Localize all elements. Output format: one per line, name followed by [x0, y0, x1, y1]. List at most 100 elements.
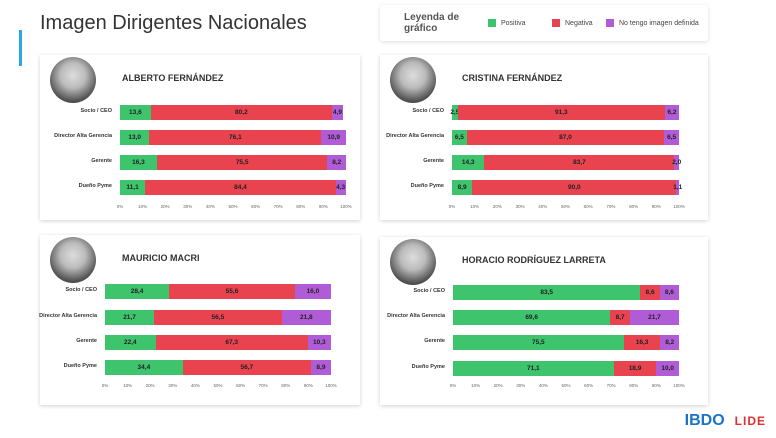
x-tick-label: 40%: [205, 204, 215, 209]
x-tick-label: 50%: [213, 383, 223, 388]
bdo-logo: IBDO: [684, 412, 725, 429]
x-tick-label: 80%: [296, 204, 306, 209]
x-tick-label: 80%: [629, 383, 639, 388]
category-label: Gerente: [76, 338, 97, 344]
bar-segment-positiva: 69,6: [453, 310, 611, 325]
stacked-bar: 21,7 56,5 21,8: [105, 310, 331, 325]
legend-title: Leyenda de gráfico: [404, 12, 460, 34]
x-tick-label: 40%: [538, 383, 548, 388]
x-tick-label: 40%: [538, 204, 548, 209]
bar-segment-no-definida: 6,5: [664, 130, 679, 145]
portrait-photo: [390, 239, 436, 285]
portrait-photo: [390, 57, 436, 103]
stacked-bar: 71,1 18,9 10,0: [453, 361, 679, 376]
bar-segment-positiva: 14,3: [452, 155, 485, 170]
chart-title: CRISTINA FERNÁNDEZ: [462, 73, 563, 83]
bar-segment-negativa: 56,5: [154, 310, 282, 325]
stacked-bar: 34,4 56,7 8,9: [105, 360, 331, 375]
stacked-bar: 75,5 16,3 8,2: [453, 335, 679, 350]
x-tick-label: 60%: [251, 204, 261, 209]
x-tick-label: 50%: [561, 383, 571, 388]
bar-segment-no-definida: 1,1: [673, 180, 682, 195]
bar-segment-no-definida: 8,6: [659, 285, 680, 300]
category-label: Dueño Pyme: [411, 364, 445, 370]
legend-item-negativa: Negativa: [552, 19, 593, 27]
stacked-bar: 8,9 90,0 1,1: [452, 180, 682, 195]
bar-segment-no-definida: 8,2: [327, 155, 346, 170]
category-label: Socio / CEO: [65, 287, 97, 293]
x-tick-label: 30%: [168, 383, 178, 388]
x-tick-label: 70%: [606, 383, 616, 388]
x-tick-label: 80%: [281, 383, 291, 388]
x-tick-label: 20%: [160, 204, 170, 209]
bar-segment-positiva: 13,0: [120, 130, 150, 145]
bar-segment-no-definida: 21,8: [281, 310, 331, 325]
bar-segment-no-definida: 10,0: [656, 361, 679, 376]
bar-segment-negativa: 55,6: [169, 284, 295, 299]
x-tick-label: 40%: [190, 383, 200, 388]
x-tick-label: 100%: [673, 204, 685, 209]
stacked-bar: 13,6 80,2 4,9: [120, 105, 346, 120]
accent-bar: [19, 30, 22, 66]
bar-segment-positiva: 11,1: [120, 180, 146, 195]
x-tick-label: 30%: [183, 204, 193, 209]
x-tick-label: 60%: [584, 383, 594, 388]
bar-segment-positiva: 16,3: [120, 155, 157, 170]
legend: Leyenda de gráfico Positiva Negativa No …: [380, 5, 708, 41]
bar-segment-negativa: 8,7: [610, 310, 630, 325]
bar-segment-negativa: 90,0: [472, 180, 677, 195]
x-tick-label: 50%: [228, 204, 238, 209]
bar-segment-negativa: 16,3: [623, 335, 661, 350]
stacked-bar: 2,5 91,3 6,2: [450, 105, 679, 120]
x-tick-label: 0%: [101, 383, 109, 388]
bar-segment-negativa: 67,3: [155, 335, 308, 350]
stacked-bar: 11,1 84,4 4,3: [120, 180, 346, 195]
x-tick-label: 60%: [583, 204, 593, 209]
bar-segment-no-definida: 4,3: [335, 180, 346, 195]
bar-segment-negativa: 75,5: [156, 155, 328, 170]
x-tick-label: 30%: [515, 204, 525, 209]
portrait-photo: [50, 237, 96, 283]
legend-label: Negativa: [565, 19, 593, 27]
chart-title: ALBERTO FERNÁNDEZ: [122, 73, 224, 83]
x-tick-label: 10%: [470, 204, 480, 209]
bar-segment-positiva: 8,9: [452, 180, 473, 195]
x-tick-label: 30%: [516, 383, 526, 388]
x-tick-label: 100%: [673, 383, 685, 388]
bar-segment-negativa: 8,6: [640, 285, 660, 300]
legend-label: Positiva: [501, 19, 526, 27]
stacked-bar: 83,5 8,6 8,6: [453, 285, 680, 300]
bar-segment-positiva: 71,1: [453, 361, 614, 376]
bar-segment-positiva: 83,5: [453, 285, 641, 300]
stacked-bar: 69,6 8,7 21,7: [453, 310, 679, 325]
category-label: Dueño Pyme: [78, 183, 112, 189]
bar-segment-no-definida: 8,9: [310, 360, 331, 375]
stacked-bar: 13,0 76,1 10,9: [120, 130, 346, 145]
bar-segment-positiva: 21,7: [105, 310, 155, 325]
x-tick-label: 90%: [651, 383, 661, 388]
x-tick-label: 80%: [629, 204, 639, 209]
stacked-bar: 16,3 75,5 8,2: [120, 155, 346, 170]
logos: IBDO LIDE: [685, 412, 766, 430]
bar-segment-negativa: 18,9: [613, 361, 657, 376]
x-tick-label: 90%: [303, 383, 313, 388]
bar-segment-no-definida: 10,3: [307, 335, 331, 350]
bar-segment-no-definida: 16,0: [294, 284, 331, 299]
bar-segment-negativa: 84,4: [145, 180, 336, 195]
x-tick-label: 20%: [493, 383, 503, 388]
stacked-bar: 6,5 87,0 6,5: [452, 130, 679, 145]
x-tick-label: 0%: [448, 204, 456, 209]
chart-title: MAURICIO MACRI: [122, 253, 200, 263]
chart-title: HORACIO RODRÍGUEZ LARRETA: [462, 255, 606, 265]
bar-segment-no-definida: 6,2: [664, 105, 679, 120]
x-tick-label: 90%: [651, 204, 661, 209]
bar-segment-no-definida: 2,0: [672, 155, 681, 170]
legend-swatch: [606, 19, 614, 27]
x-tick-label: 0%: [449, 383, 457, 388]
bar-segment-no-definida: 21,7: [629, 310, 679, 325]
x-tick-label: 10%: [138, 204, 148, 209]
bar-segment-negativa: 87,0: [466, 130, 665, 145]
bar-segment-negativa: 56,7: [182, 360, 311, 375]
category-label: Dueño Pyme: [410, 183, 444, 189]
x-tick-label: 70%: [606, 204, 616, 209]
